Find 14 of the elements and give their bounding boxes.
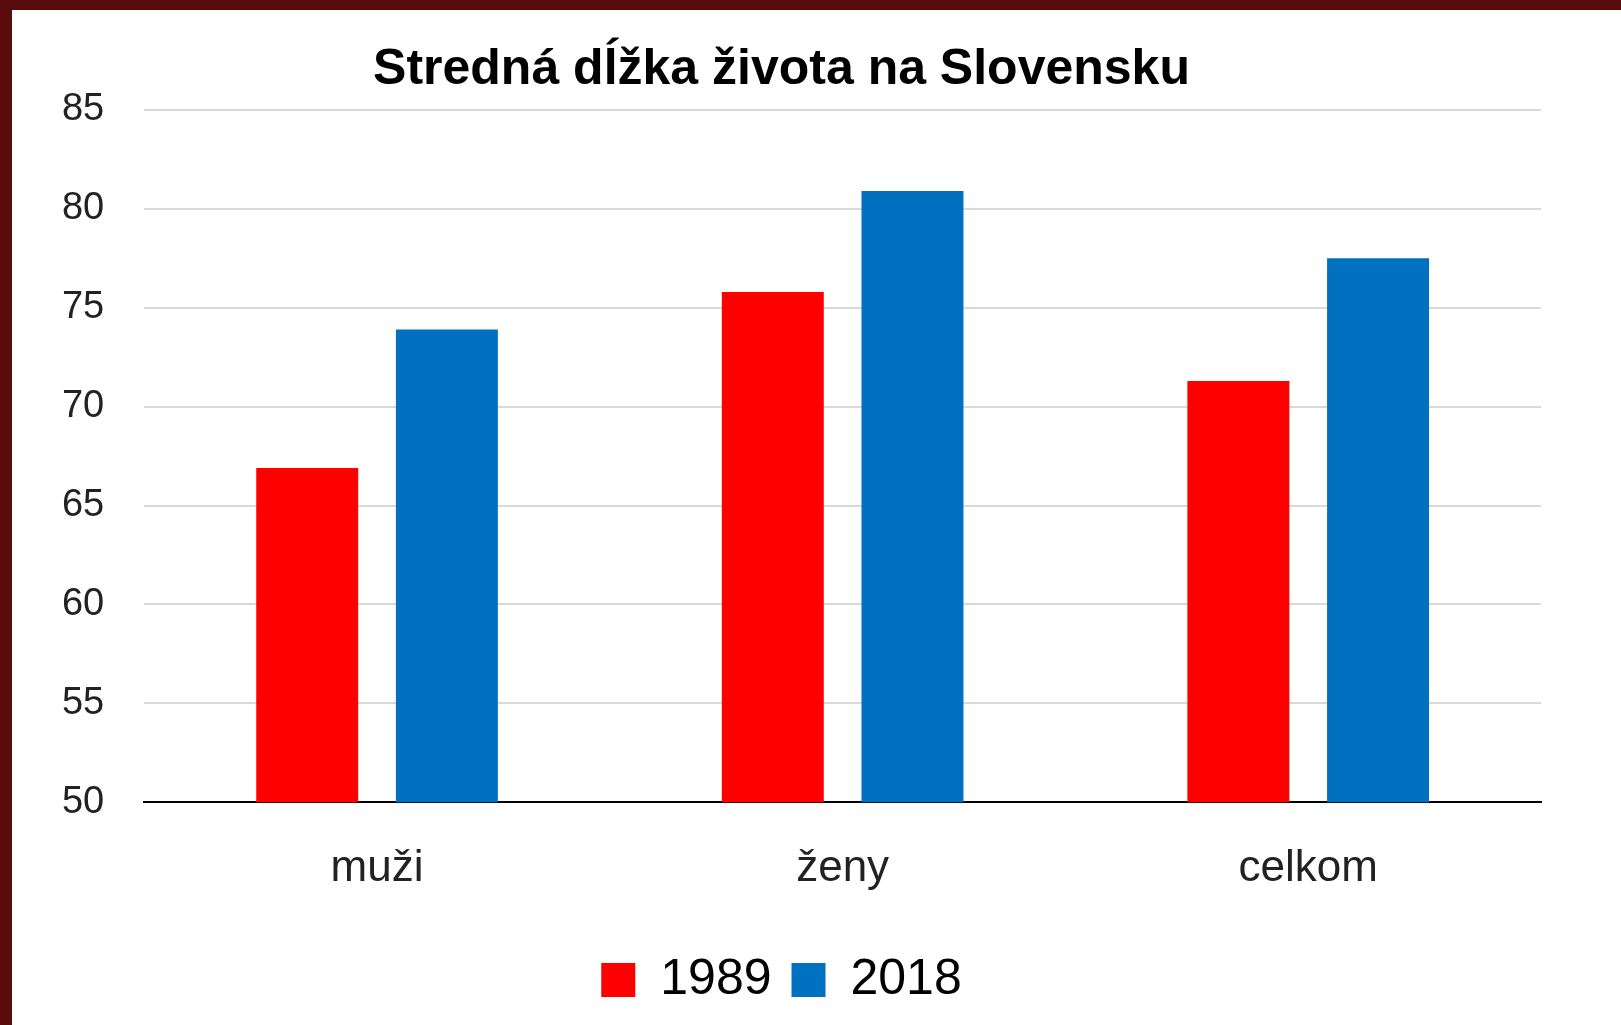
chart-title: Stredná dĺžka života na Slovensku: [373, 36, 1190, 95]
y-tick-label: 50: [61, 778, 105, 821]
y-tick-label: 80: [61, 185, 105, 228]
x-tick-label: muži: [330, 840, 424, 890]
legend-label: 2018: [850, 948, 962, 1005]
y-tick-label: 55: [61, 679, 105, 722]
y-tick-label: 70: [61, 383, 105, 426]
x-tick-label: celkom: [1238, 840, 1378, 890]
y-tick-label: 85: [61, 86, 105, 129]
y-tick-label: 60: [61, 580, 105, 623]
y-tick-label: 65: [61, 482, 105, 525]
x-tick-label: ženy: [796, 840, 890, 890]
y-tick-label: 75: [61, 284, 105, 327]
legend-label: 1989: [660, 948, 772, 1005]
